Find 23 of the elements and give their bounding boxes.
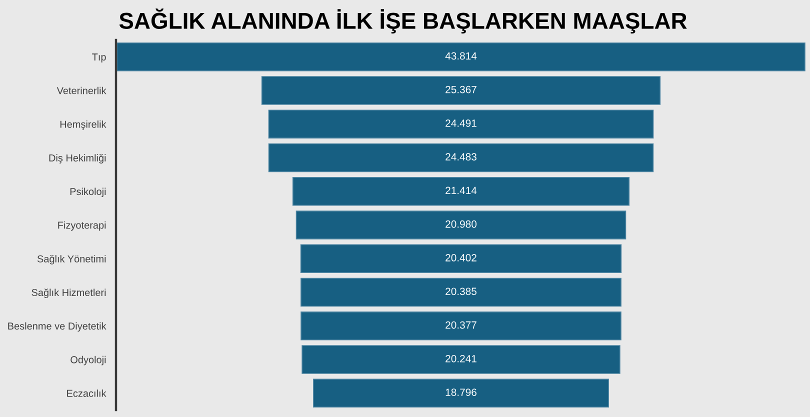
category-label: Odyoloji xyxy=(70,356,106,366)
data-label: 43.814 xyxy=(445,52,477,60)
category-label: Fizyoterapi xyxy=(58,221,106,231)
data-label: 24.483 xyxy=(446,153,476,161)
data-label: 20.241 xyxy=(446,354,476,362)
category-label: Veterinerlik xyxy=(56,86,106,94)
data-label: 24.491 xyxy=(446,120,476,127)
category-label: Sağlık Yönetimi xyxy=(37,254,106,264)
category-label: Psikoloji xyxy=(70,188,106,198)
text: SAĞLIK ALANINDA İLK İŞE BAŞLARKEN MAAŞLAR xyxy=(119,8,687,34)
data-label: 20.377 xyxy=(446,321,476,329)
data-label: 20.402 xyxy=(446,254,476,262)
category-label: Diş Hekimliği xyxy=(49,154,106,164)
category-label: Beslenme ve Diyetetik xyxy=(8,322,106,332)
data-label: 18.796 xyxy=(446,388,476,396)
category-label: Eczacılık xyxy=(67,390,106,397)
category-label: Tıp xyxy=(92,54,106,63)
data-label: 21.414 xyxy=(446,186,477,194)
category-label: Sağlık Hizmetleri xyxy=(32,288,106,298)
data-label: 20.980 xyxy=(446,220,477,228)
category-label: Hemşirelik xyxy=(60,120,106,130)
data-label: 20.385 xyxy=(446,288,476,296)
data-label: 25.367 xyxy=(446,86,476,94)
